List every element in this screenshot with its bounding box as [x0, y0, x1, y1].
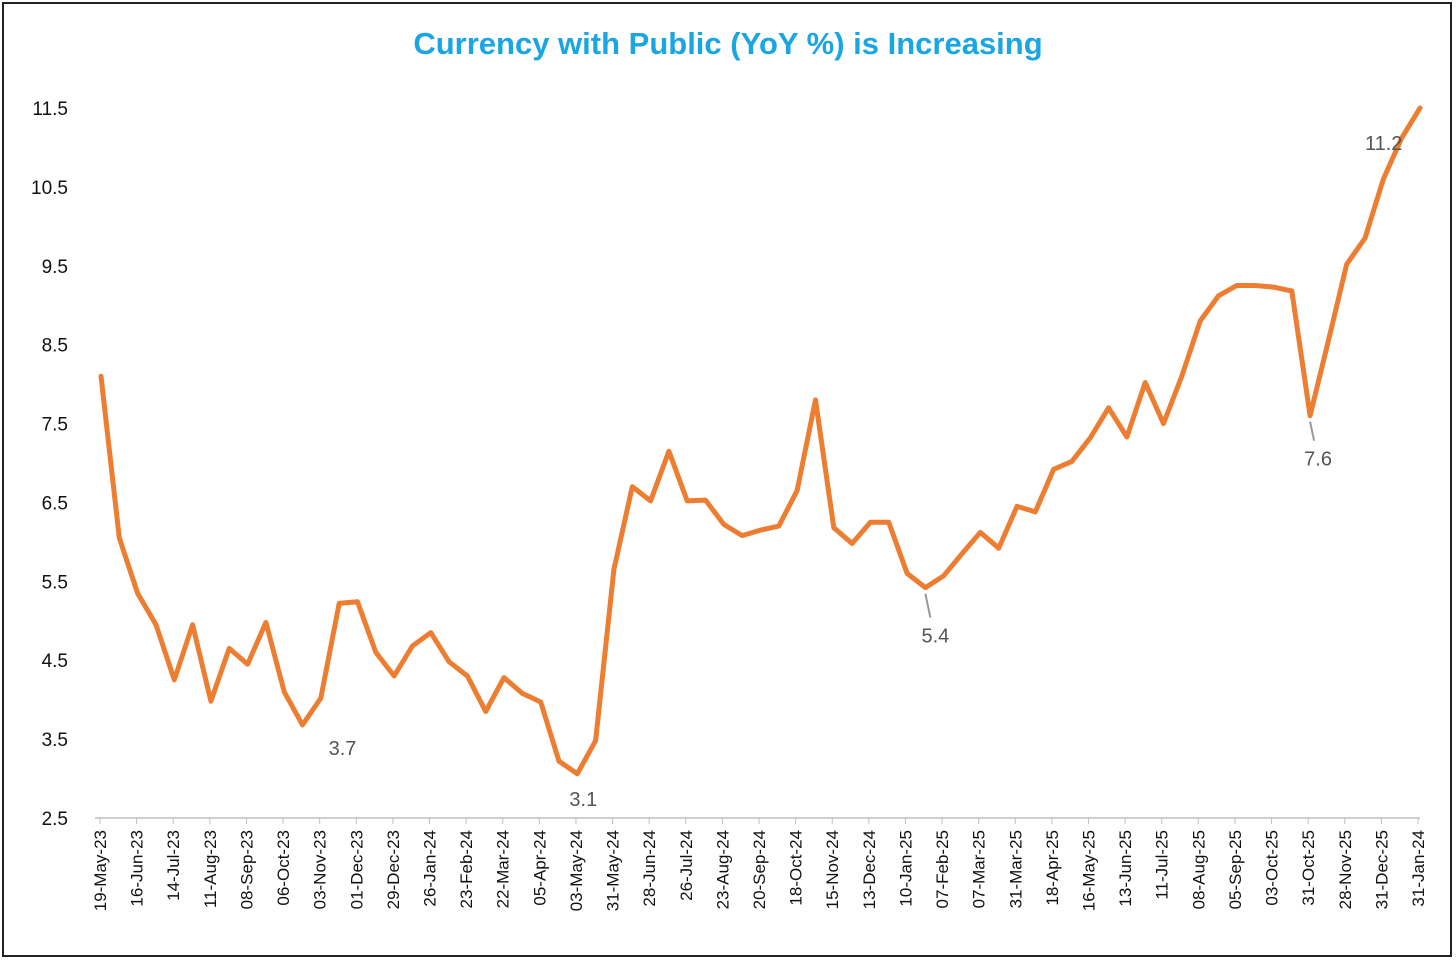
x-tick-label: 31-Mar-25 [1006, 830, 1025, 908]
x-tick-label: 31-Oct-25 [1299, 830, 1318, 906]
data-label: 11.2 [1365, 133, 1402, 155]
data-label: 3.1 [569, 789, 597, 811]
y-tick-label: 9.5 [42, 257, 68, 278]
x-tick-label: 03-Oct-25 [1263, 830, 1282, 906]
y-tick-label: 6.5 [42, 493, 68, 514]
x-tick-label: 19-May-23 [91, 830, 110, 911]
x-tick-label: 18-Oct-24 [787, 830, 806, 906]
x-tick-label: 07-Mar-25 [970, 830, 989, 908]
x-tick-label: 07-Feb-25 [933, 830, 952, 908]
y-tick-label: 8.5 [42, 336, 68, 357]
y-tick-label: 4.5 [42, 651, 68, 672]
x-tick-label: 28-Jun-24 [640, 830, 659, 907]
y-tick-label: 3.5 [42, 730, 68, 751]
y-tick-label: 5.5 [42, 572, 68, 593]
data-label-leader [924, 593, 932, 618]
data-label: 3.7 [329, 738, 357, 760]
data-label: 5.4 [921, 626, 949, 648]
x-tick-label: 28-Nov-25 [1336, 830, 1355, 909]
y-tick-label: 2.5 [42, 809, 68, 830]
y-tick-label: 10.5 [31, 178, 68, 199]
x-tick-label: 20-Sep-24 [750, 830, 769, 909]
x-tick-label: 03-May-24 [567, 830, 586, 911]
x-tick-label: 29-Dec-23 [384, 830, 403, 909]
x-tick-label: 26-Jul-24 [677, 830, 696, 901]
x-tick-label: 23-Feb-24 [457, 830, 476, 908]
x-tick-label: 05-Apr-24 [530, 830, 549, 906]
x-tick-label: 08-Aug-25 [1189, 830, 1208, 909]
series-line [98, 105, 1423, 777]
x-tick-label: 13-Jun-25 [1116, 830, 1135, 907]
x-tick-label: 14-Jul-23 [164, 830, 183, 901]
x-tick-label: 15-Nov-24 [823, 830, 842, 909]
x-tick-label: 06-Oct-23 [274, 830, 293, 906]
x-tick-label: 05-Sep-25 [1226, 830, 1245, 909]
chart-title: Currency with Public (YoY %) is Increasi… [413, 26, 1043, 61]
data-label-leader [1309, 421, 1316, 441]
x-tick-label: 13-Dec-24 [860, 830, 879, 909]
x-tick-label: 31-May-24 [604, 830, 623, 911]
data-label: 7.6 [1304, 449, 1332, 471]
x-tick-label: 23-Aug-24 [713, 830, 732, 909]
x-tick-label: 31-Jan-24 [1409, 830, 1428, 907]
x-tick-label: 26-Jan-24 [421, 830, 440, 907]
x-tick-label: 18-Apr-25 [1043, 830, 1062, 906]
x-tick-label: 22-Mar-24 [494, 830, 513, 908]
x-tick-label: 08-Sep-23 [237, 830, 256, 909]
x-tick-label: 10-Jan-25 [896, 830, 915, 907]
y-tick-label: 7.5 [42, 415, 68, 436]
x-tick-label: 11-Jul-25 [1153, 830, 1172, 900]
x-tick-label: 31-Dec-25 [1372, 830, 1391, 909]
x-tick-label: 01-Dec-23 [347, 830, 366, 909]
x-tick-label: 11-Aug-23 [201, 830, 220, 908]
x-tick-label: 03-Nov-23 [311, 830, 330, 909]
y-tick-label: 11.5 [32, 99, 68, 120]
x-tick-label: 16-May-25 [1080, 830, 1099, 911]
x-tick-label: 16-Jun-23 [128, 830, 147, 907]
